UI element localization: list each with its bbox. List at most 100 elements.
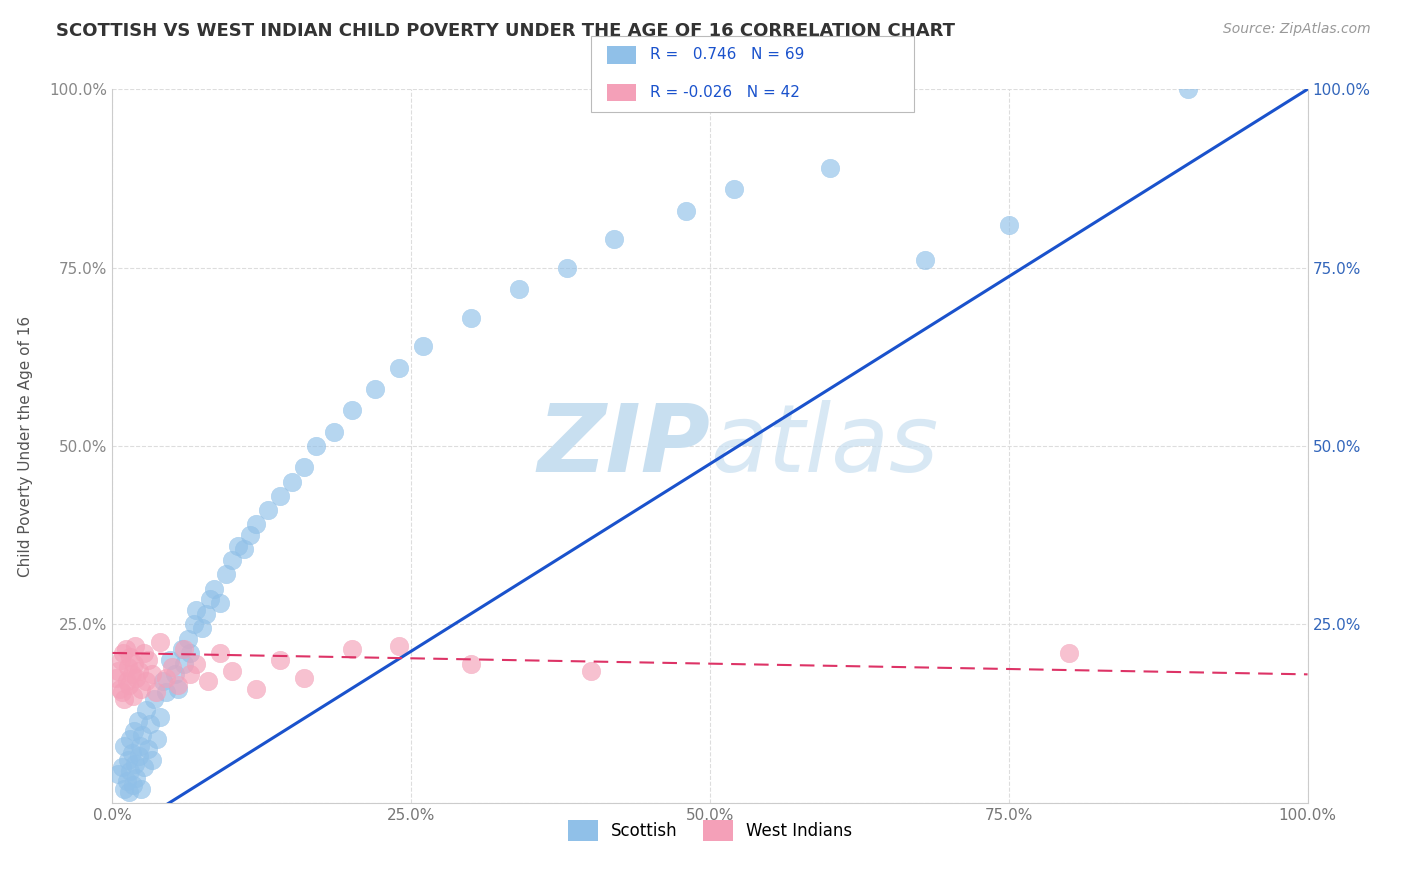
Text: Source: ZipAtlas.com: Source: ZipAtlas.com [1223, 22, 1371, 37]
Point [194, 607, 217, 621]
Point [186, 657, 208, 671]
Point [120, 731, 142, 746]
Point [179, 667, 201, 681]
Point [117, 660, 139, 674]
Point [121, 689, 143, 703]
Point [138, 717, 160, 731]
Point [340, 642, 363, 657]
Point [155, 685, 177, 699]
Y-axis label: Child Poverty Under the Age of 16: Child Poverty Under the Age of 16 [18, 316, 32, 576]
Point [162, 660, 183, 674]
Point [239, 528, 262, 542]
Point [131, 728, 153, 742]
Text: R = -0.026   N = 42: R = -0.026 N = 42 [650, 85, 800, 100]
Point [245, 517, 267, 532]
Point [388, 639, 411, 653]
Point [128, 749, 150, 764]
Point [149, 635, 172, 649]
Point [108, 681, 131, 696]
Point [603, 232, 626, 246]
Point [179, 646, 201, 660]
Point [114, 642, 136, 657]
Point [292, 460, 315, 475]
Point [340, 403, 363, 417]
Point [215, 567, 238, 582]
Point [292, 671, 315, 685]
Point [579, 664, 602, 678]
Point [200, 592, 222, 607]
Point [121, 746, 143, 760]
Point [117, 753, 139, 767]
Point [111, 760, 134, 774]
Point [1177, 82, 1199, 96]
Point [364, 382, 387, 396]
Point [120, 649, 142, 664]
Point [121, 778, 143, 792]
Point [129, 739, 152, 753]
Point [114, 692, 135, 706]
Point [555, 260, 578, 275]
Point [388, 360, 411, 375]
Point [124, 639, 146, 653]
Point [152, 674, 174, 689]
Point [129, 781, 152, 796]
Point [138, 653, 160, 667]
Point [122, 657, 145, 671]
Point [221, 664, 243, 678]
Point [173, 642, 195, 657]
Point [167, 678, 190, 692]
Point [322, 425, 344, 439]
Point [257, 503, 280, 517]
Point [115, 674, 138, 689]
Point [170, 642, 193, 657]
Point [122, 724, 145, 739]
Point [141, 753, 163, 767]
Point [460, 310, 482, 325]
Point [107, 767, 129, 781]
Point [111, 685, 134, 699]
Point [114, 781, 135, 796]
Point [305, 439, 328, 453]
Point [129, 681, 152, 696]
Text: atlas: atlas [710, 401, 938, 491]
Point [209, 596, 232, 610]
Point [245, 681, 267, 696]
Point [145, 731, 167, 746]
Point [155, 671, 177, 685]
Point [197, 674, 219, 689]
Point [145, 685, 167, 699]
Text: ZIP: ZIP [537, 400, 710, 492]
Point [508, 282, 530, 296]
Point [125, 771, 148, 785]
Text: SCOTTISH VS WEST INDIAN CHILD POVERTY UNDER THE AGE OF 16 CORRELATION CHART: SCOTTISH VS WEST INDIAN CHILD POVERTY UN… [56, 22, 955, 40]
Point [675, 203, 697, 218]
Text: R =   0.746   N = 69: R = 0.746 N = 69 [650, 47, 804, 62]
Point [221, 553, 243, 567]
Point [112, 646, 135, 660]
Point [998, 218, 1021, 232]
Point [120, 764, 142, 778]
Point [141, 667, 163, 681]
Point [135, 703, 157, 717]
Point [202, 582, 225, 596]
Point [159, 653, 181, 667]
Point [105, 671, 128, 685]
Point [460, 657, 482, 671]
Point [118, 678, 141, 692]
Point [191, 621, 214, 635]
Point [723, 182, 745, 196]
Point [118, 785, 141, 799]
Point [132, 760, 155, 774]
Point [173, 657, 195, 671]
Legend: Scottish, West Indians: Scottish, West Indians [561, 814, 859, 848]
Point [177, 632, 200, 646]
Point [124, 756, 146, 771]
Point [281, 475, 304, 489]
Point [149, 710, 172, 724]
Point [110, 653, 132, 667]
Point [107, 664, 129, 678]
Point [115, 774, 138, 789]
Point [132, 646, 155, 660]
Point [121, 667, 143, 681]
Point [818, 161, 841, 175]
